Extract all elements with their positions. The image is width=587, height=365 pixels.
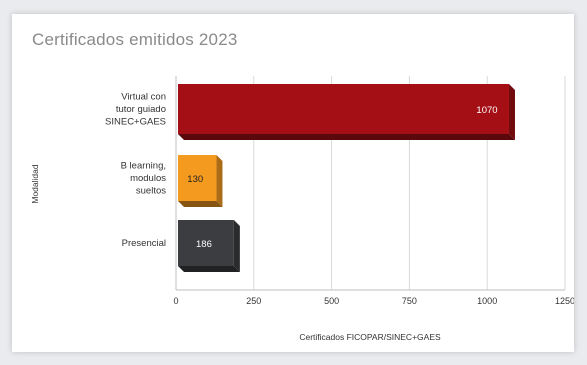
bar-bottom	[178, 266, 240, 272]
bar-side	[508, 84, 515, 140]
x-axis-title: Certificados FICOPAR/SINEC+GAES	[299, 332, 441, 342]
bar-chart: 0 250 500 750 1000 1250 1070 Virtual con tutor g…	[30, 76, 574, 342]
x-tick-label: 250	[246, 296, 261, 306]
y-axis-title: Modalidad	[30, 164, 40, 203]
bar	[178, 84, 509, 134]
bar	[178, 220, 234, 266]
x-tick-label: 750	[402, 296, 417, 306]
category-label: Presencial	[122, 238, 166, 249]
chart-card: Certificados emitidos 2023 0 250 500 750 100…	[12, 14, 574, 352]
bar-bottom	[178, 134, 515, 140]
x-tick-label: 500	[324, 296, 339, 306]
data-label: 1070	[476, 105, 497, 116]
x-tick-label: 1250	[555, 296, 574, 306]
category-label: B learning, modulos sueltos	[121, 161, 167, 197]
x-tick-label: 1000	[477, 296, 497, 306]
bar-side	[216, 155, 223, 207]
chart-title: Certificados emitidos 2023	[32, 30, 238, 49]
data-label: 186	[196, 239, 212, 250]
bar-side	[233, 220, 240, 272]
bar-bottom	[178, 201, 223, 207]
data-label: 130	[187, 174, 203, 185]
category-label: Virtual con tutor guiado SINEC+GAES	[105, 92, 166, 128]
x-tick-label: 0	[173, 296, 178, 306]
bar	[178, 155, 217, 201]
